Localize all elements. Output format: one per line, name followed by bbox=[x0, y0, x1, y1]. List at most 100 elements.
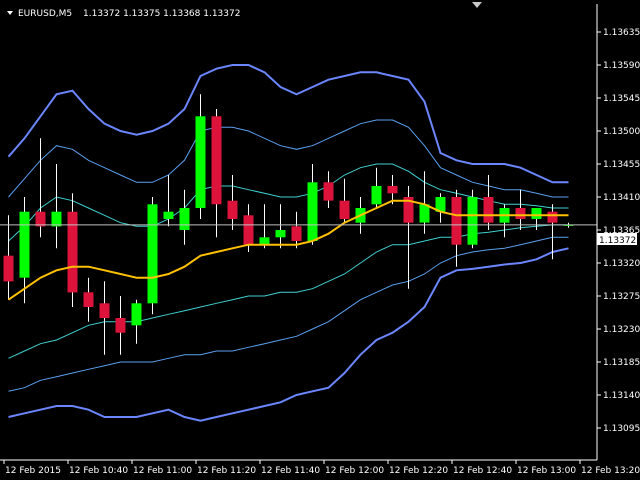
symbol-label: EURUSD,M5 bbox=[18, 9, 72, 19]
x-ticks: 12 Feb 2015 12 Feb 10:40 12 Feb 11:00 12 Fe… bbox=[3, 460, 640, 476]
y-tick: 1.13500 bbox=[597, 127, 640, 137]
x-tick-label: 12 Feb 11:20 bbox=[197, 466, 256, 476]
current-price-label: 1.13372 bbox=[599, 236, 636, 246]
candle-body-bull bbox=[467, 197, 478, 245]
y-tick-label: 1.13140 bbox=[603, 391, 640, 401]
candle-body-bull bbox=[195, 116, 206, 208]
y-tick-label: 1.13455 bbox=[603, 160, 640, 170]
x-tick: 12 Feb 12:20 bbox=[387, 460, 448, 476]
y-tick: 1.13635 bbox=[597, 28, 640, 38]
candle bbox=[131, 299, 142, 344]
candle-body-bull bbox=[419, 204, 430, 223]
candle-body-bear bbox=[291, 226, 302, 241]
candle bbox=[51, 164, 62, 249]
candle bbox=[147, 197, 158, 315]
candle bbox=[67, 193, 78, 307]
candle-body-bull bbox=[147, 204, 158, 304]
moving-average-line bbox=[7, 199, 569, 301]
x-tick-label: 12 Feb 2015 bbox=[5, 466, 61, 476]
candle bbox=[259, 204, 270, 249]
y-tick: 1.13230 bbox=[597, 325, 640, 335]
candle-body-bull bbox=[371, 186, 382, 205]
candle-body-bear bbox=[547, 211, 558, 223]
chart-header: EURUSD,M5 1.13372 1.13375 1.13368 1.1337… bbox=[7, 2, 482, 19]
bands-layer bbox=[7, 64, 569, 422]
candle bbox=[83, 277, 94, 322]
band-upper-outer-line bbox=[7, 64, 569, 184]
candle-body-bear bbox=[115, 318, 126, 333]
candle bbox=[371, 167, 382, 208]
y-tick: 1.13140 bbox=[597, 391, 640, 401]
candle-body-bear bbox=[403, 197, 414, 223]
y-tick-label: 1.13365 bbox=[603, 226, 640, 236]
y-tick-label: 1.13500 bbox=[603, 127, 640, 137]
candle bbox=[307, 164, 318, 245]
y-tick: 1.13590 bbox=[597, 61, 640, 71]
y-ticks: 1.13635 1.13590 1.13545 1.13500 1.13455 1.134… bbox=[597, 28, 640, 434]
x-tick-label: 12 Feb 13:00 bbox=[517, 466, 576, 476]
candle bbox=[19, 197, 30, 304]
candle bbox=[115, 296, 126, 355]
candle-body-bear bbox=[227, 200, 238, 219]
x-tick: 12 Feb 2015 bbox=[3, 460, 61, 476]
candle-body-bear bbox=[67, 211, 78, 293]
candle bbox=[99, 281, 110, 355]
x-tick: 12 Feb 11:40 bbox=[259, 460, 320, 476]
y-tick: 1.13455 bbox=[597, 160, 640, 170]
candle-body-bear bbox=[83, 292, 94, 307]
shift-marker-icon[interactable] bbox=[472, 2, 482, 8]
x-tick-label: 12 Feb 13:20 bbox=[581, 466, 640, 476]
y-tick-label: 1.13230 bbox=[603, 325, 640, 335]
candle bbox=[35, 138, 46, 238]
candle bbox=[435, 193, 446, 223]
candle-body-bull bbox=[435, 197, 446, 212]
current-price-badge bbox=[597, 233, 637, 245]
candle bbox=[403, 186, 414, 289]
candle-body-bull bbox=[259, 237, 270, 245]
ma-layer bbox=[7, 199, 569, 301]
x-tick: 12 Feb 10:40 bbox=[67, 460, 128, 476]
candle bbox=[163, 175, 174, 227]
chevron-down-icon[interactable] bbox=[7, 11, 13, 15]
candle bbox=[195, 94, 206, 219]
candle bbox=[211, 109, 222, 238]
x-tick-label: 12 Feb 10:40 bbox=[69, 466, 128, 476]
candle bbox=[339, 178, 350, 223]
candle bbox=[531, 208, 542, 230]
candle-body-bear bbox=[323, 182, 334, 201]
candle-body-bear bbox=[387, 186, 398, 194]
candle bbox=[227, 175, 238, 230]
candle bbox=[467, 189, 478, 249]
y-tick-label: 1.13410 bbox=[603, 193, 640, 203]
candle-body-bull bbox=[307, 182, 318, 241]
candle bbox=[323, 171, 334, 208]
y-tick: 1.13320 bbox=[597, 259, 640, 269]
x-tick-label: 12 Feb 12:00 bbox=[325, 466, 384, 476]
ohlc-label: 1.13372 1.13375 1.13368 1.13372 bbox=[83, 9, 240, 19]
y-tick: 1.13095 bbox=[597, 424, 640, 434]
x-tick-label: 12 Feb 11:40 bbox=[261, 466, 320, 476]
y-tick-label: 1.13095 bbox=[603, 424, 640, 434]
candle-body-bull bbox=[275, 230, 286, 238]
candle bbox=[3, 215, 14, 300]
y-tick-label: 1.13275 bbox=[603, 292, 640, 302]
candle bbox=[291, 211, 302, 249]
candle-body-bull bbox=[163, 211, 174, 219]
candle-body-bull bbox=[19, 211, 30, 278]
x-tick: 12 Feb 11:00 bbox=[131, 460, 192, 476]
candle-body-bear bbox=[243, 215, 254, 245]
y-tick: 1.13545 bbox=[597, 94, 640, 104]
candle-body-bull bbox=[179, 208, 190, 230]
candle-body-bear bbox=[451, 197, 462, 245]
candle bbox=[179, 189, 190, 245]
x-tick: 12 Feb 13:20 bbox=[579, 460, 640, 476]
candle-body-bear bbox=[515, 208, 526, 219]
x-tick-label: 12 Feb 12:20 bbox=[389, 466, 448, 476]
candle-body-bull bbox=[131, 303, 142, 326]
candle bbox=[451, 189, 462, 267]
y-tick-label: 1.13185 bbox=[603, 358, 640, 368]
y-tick: 1.13365 bbox=[597, 226, 640, 236]
